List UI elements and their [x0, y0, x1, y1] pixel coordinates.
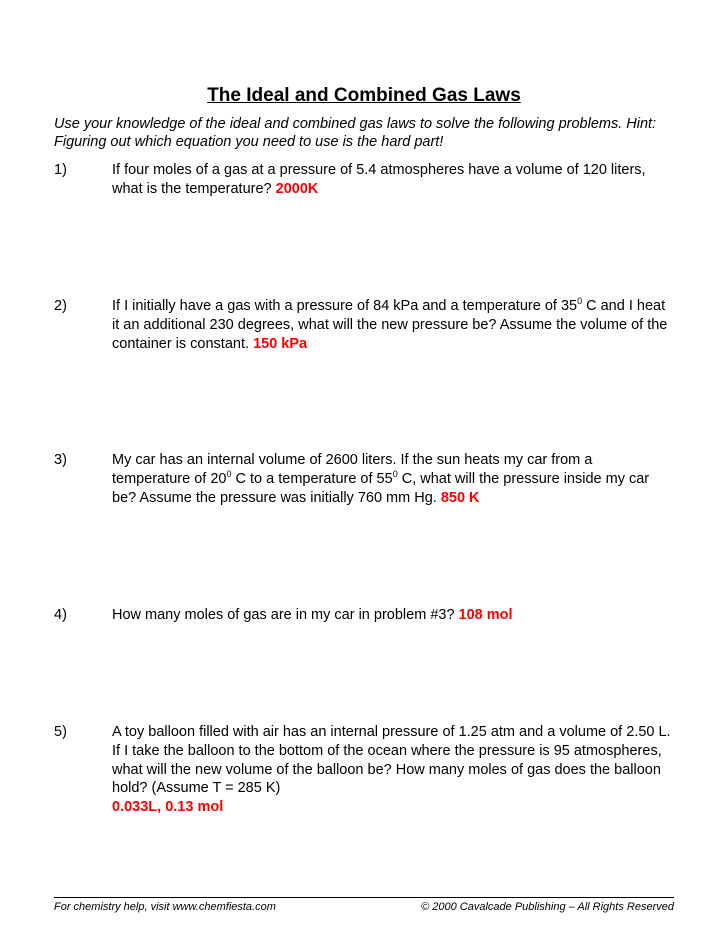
question-text: A toy balloon filled with air has an int… — [112, 724, 671, 797]
question-text: How many moles of gas are in my car in p… — [112, 607, 459, 623]
question-text-pre: If I initially have a gas with a pressur… — [112, 298, 577, 314]
problem-5: 5) A toy balloon filled with air has an … — [54, 723, 674, 817]
answer-text: 850 K — [441, 490, 480, 506]
problem-text: How many moles of gas are in my car in p… — [112, 606, 674, 625]
problem-2: 2) If I initially have a gas with a pres… — [54, 297, 674, 354]
problem-number: 2) — [54, 297, 112, 316]
answer-text: 150 kPa — [253, 336, 307, 352]
answer-text: 0.033L, 0.13 mol — [112, 799, 223, 815]
problem-4: 4) How many moles of gas are in my car i… — [54, 606, 674, 625]
page-title: The Ideal and Combined Gas Laws — [54, 85, 674, 107]
instructions-text: Use your knowledge of the ideal and comb… — [54, 115, 674, 151]
problem-3: 3) My car has an internal volume of 2600… — [54, 451, 674, 508]
problem-number: 4) — [54, 606, 112, 625]
problem-number: 5) — [54, 723, 112, 742]
question-text: If four moles of a gas at a pressure of … — [112, 162, 646, 197]
worksheet-page: The Ideal and Combined Gas Laws Use your… — [0, 0, 728, 943]
question-text-mid: C to a temperature of 55 — [231, 471, 392, 487]
answer-text: 108 mol — [459, 607, 513, 623]
footer-right: © 2000 Cavalcade Publishing – All Rights… — [421, 901, 674, 913]
problem-text: If I initially have a gas with a pressur… — [112, 297, 674, 354]
answer-text: 2000K — [276, 181, 319, 197]
problem-text: My car has an internal volume of 2600 li… — [112, 451, 674, 508]
problem-1: 1) If four moles of a gas at a pressure … — [54, 161, 674, 199]
problem-number: 3) — [54, 451, 112, 470]
problem-text: If four moles of a gas at a pressure of … — [112, 161, 674, 199]
page-footer: For chemistry help, visit www.chemfiesta… — [54, 897, 674, 913]
problem-number: 1) — [54, 161, 112, 180]
footer-left: For chemistry help, visit www.chemfiesta… — [54, 901, 421, 913]
problem-text: A toy balloon filled with air has an int… — [112, 723, 674, 817]
